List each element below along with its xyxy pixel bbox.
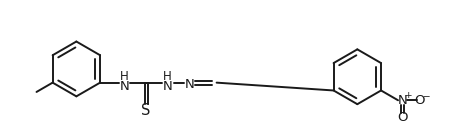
Text: H: H [120, 70, 129, 83]
Text: N: N [398, 94, 408, 107]
Text: S: S [141, 103, 151, 118]
Text: H: H [163, 70, 172, 83]
Text: N: N [163, 80, 172, 93]
Text: +: + [404, 91, 411, 100]
Text: O: O [397, 111, 408, 124]
Text: N: N [185, 78, 194, 91]
Text: −: − [422, 91, 429, 100]
Text: O: O [414, 94, 425, 107]
Text: N: N [120, 80, 130, 93]
